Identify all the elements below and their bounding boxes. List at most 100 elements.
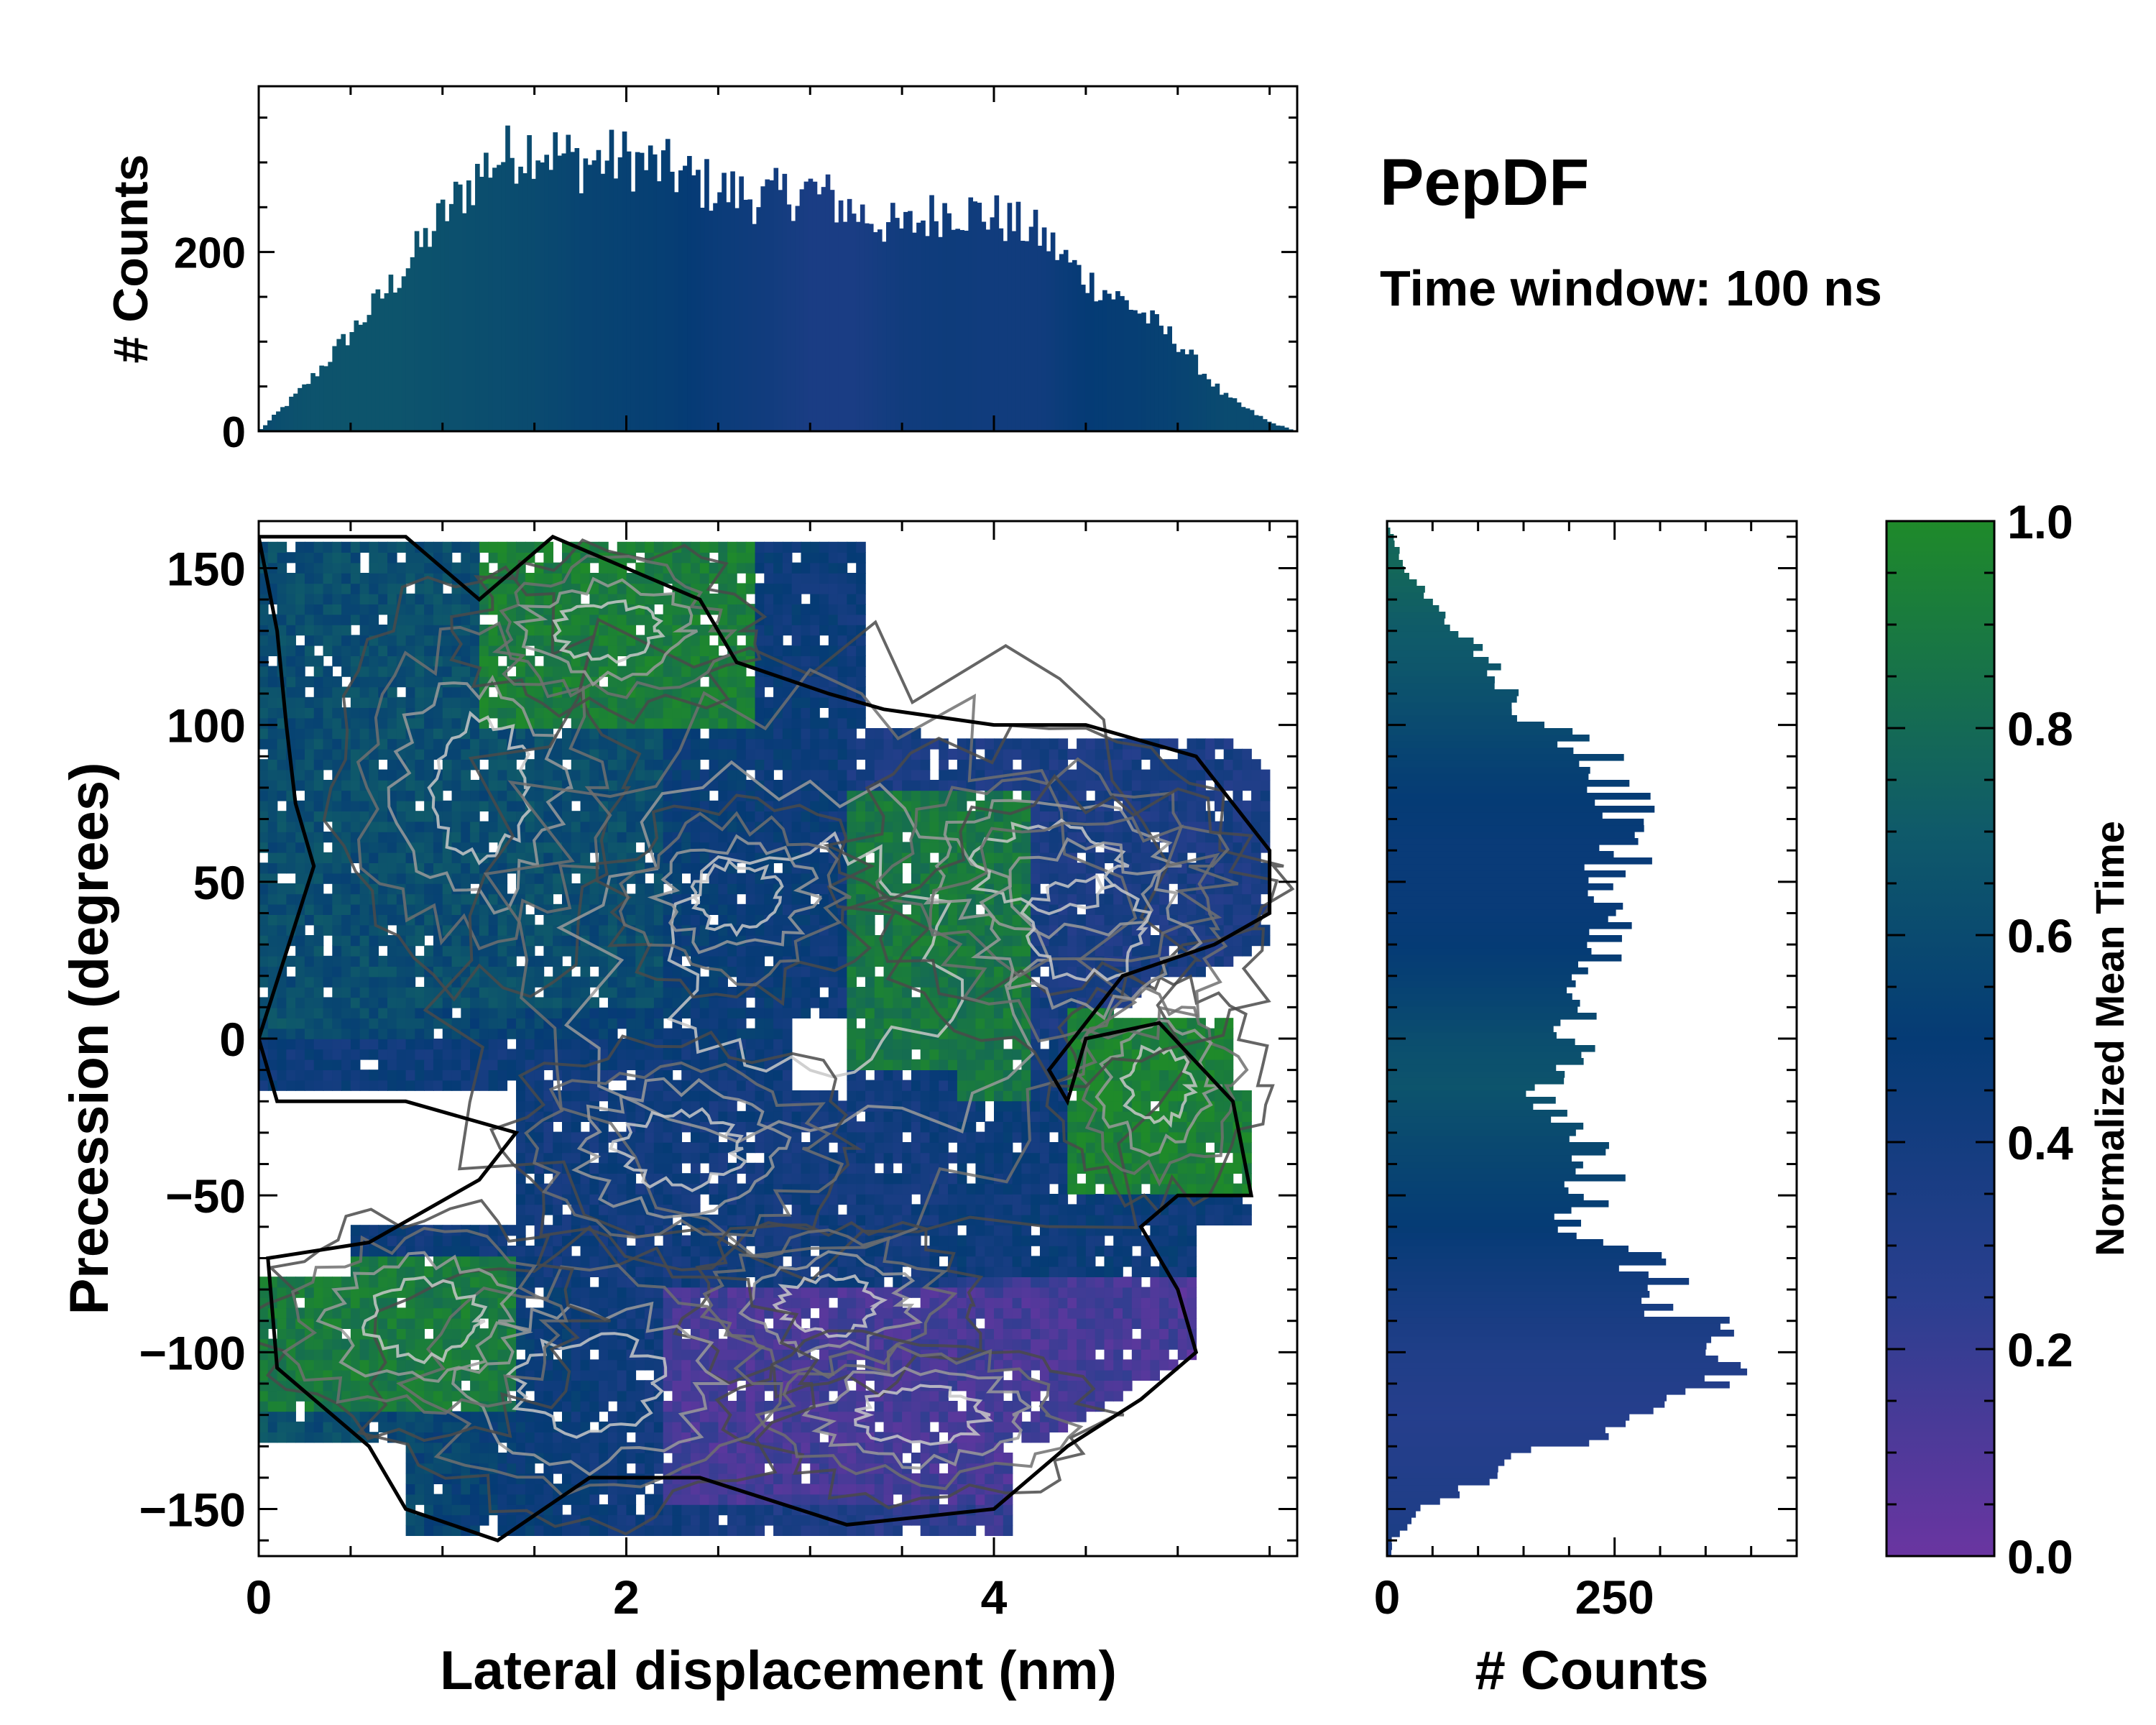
heat-cell (663, 935, 673, 947)
heat-cell (497, 1039, 508, 1050)
heat-cell (580, 1007, 591, 1018)
heat-cell (561, 862, 572, 874)
heat-cell (645, 707, 655, 719)
heat-cell (332, 541, 342, 553)
heat-cell (415, 769, 425, 781)
heat-cell (424, 769, 434, 781)
heat-cell (461, 1235, 471, 1246)
heat-cell (727, 1183, 737, 1195)
heat-cell (653, 1307, 664, 1319)
heat-cell (488, 635, 499, 646)
heat-cell (571, 1380, 581, 1392)
heat-cell (745, 1028, 756, 1039)
heat-cell (599, 935, 609, 947)
heat-cell (589, 976, 599, 988)
heat-cell (461, 738, 471, 750)
heat-cell (451, 696, 462, 708)
heat-cell (626, 1018, 637, 1029)
heat-cell (534, 1328, 545, 1340)
heat-cell (424, 635, 434, 646)
heat-cell (718, 707, 728, 719)
heat-cell (709, 1162, 719, 1174)
heat-cell (387, 738, 397, 750)
heat-cell (755, 966, 765, 978)
heat-cell (369, 966, 379, 978)
heat-cell (470, 987, 480, 998)
heat-cell (553, 1463, 563, 1474)
heat-cell (691, 1256, 701, 1267)
heat-cell (755, 811, 765, 822)
heat-cell (699, 1494, 710, 1505)
heat-cell (617, 1183, 627, 1195)
heat-cell (736, 883, 747, 895)
heat-cell (553, 1142, 563, 1154)
heat-cell (516, 1307, 526, 1319)
heat-cell (645, 583, 655, 594)
heat-cell (516, 1432, 526, 1443)
heat-cell (396, 966, 407, 978)
heat-cell (599, 1359, 609, 1371)
heat-cell (461, 945, 471, 957)
heat-cell (755, 955, 765, 967)
heat-cell (755, 759, 765, 770)
heat-cell (534, 976, 545, 988)
heat-cell (599, 914, 609, 926)
heat-cell (277, 1317, 287, 1329)
heat-cell (304, 573, 315, 584)
top-hist-bar (1011, 231, 1017, 431)
heat-cell (387, 987, 397, 998)
heat-cell (727, 1110, 737, 1122)
heat-cell (396, 1432, 407, 1443)
heat-cell (497, 1359, 508, 1371)
heat-cell (415, 552, 425, 564)
heat-cell (755, 1235, 765, 1246)
heat-cell (470, 997, 480, 1008)
heat-cell (507, 583, 517, 594)
heat-cell (699, 1411, 710, 1422)
heat-cell (451, 541, 462, 553)
heat-cell (516, 573, 526, 584)
heat-cell (359, 811, 370, 822)
heat-cell (607, 1018, 618, 1029)
heat-cell (277, 759, 287, 770)
heat-cell (396, 1401, 407, 1412)
heat-cell (295, 945, 305, 957)
heat-cell (433, 717, 443, 729)
heat-cell (424, 728, 434, 740)
heat-cell (736, 748, 747, 760)
heat-cell (433, 1049, 443, 1060)
heat-cell (599, 748, 609, 760)
heat-cell (571, 625, 581, 636)
heat-cell (745, 1121, 756, 1133)
heat-cell (653, 987, 664, 998)
heat-cell (313, 1018, 324, 1029)
heat-cell (313, 945, 324, 957)
heat-cell (534, 1070, 545, 1081)
heat-cell (571, 1421, 581, 1432)
heat-cell (259, 1307, 269, 1319)
heat-cell (277, 987, 287, 998)
heat-cell (709, 717, 719, 729)
heat-cell (525, 573, 535, 584)
heat-cell (718, 1173, 728, 1184)
heat-cell (424, 1504, 434, 1516)
heat-cell (755, 1328, 765, 1340)
heat-cell (286, 552, 296, 564)
heat-cell (451, 1246, 462, 1257)
heat-cell (607, 1359, 618, 1371)
heat-cell (617, 1380, 627, 1392)
heat-cell (681, 1401, 691, 1412)
top-hist-bar (453, 181, 459, 431)
heat-cell (516, 1463, 526, 1474)
heat-cell (323, 604, 333, 615)
heat-cell (718, 976, 728, 988)
heat-cell (525, 935, 535, 947)
heat-cell (745, 541, 756, 553)
heat-cell (580, 1018, 591, 1029)
top-y-tick-label: 200 (174, 229, 246, 277)
heat-cell (424, 759, 434, 770)
heat-cell (396, 780, 407, 791)
heat-cell (516, 717, 526, 729)
heat-cell (691, 1162, 701, 1174)
heat-cell (405, 997, 416, 1008)
